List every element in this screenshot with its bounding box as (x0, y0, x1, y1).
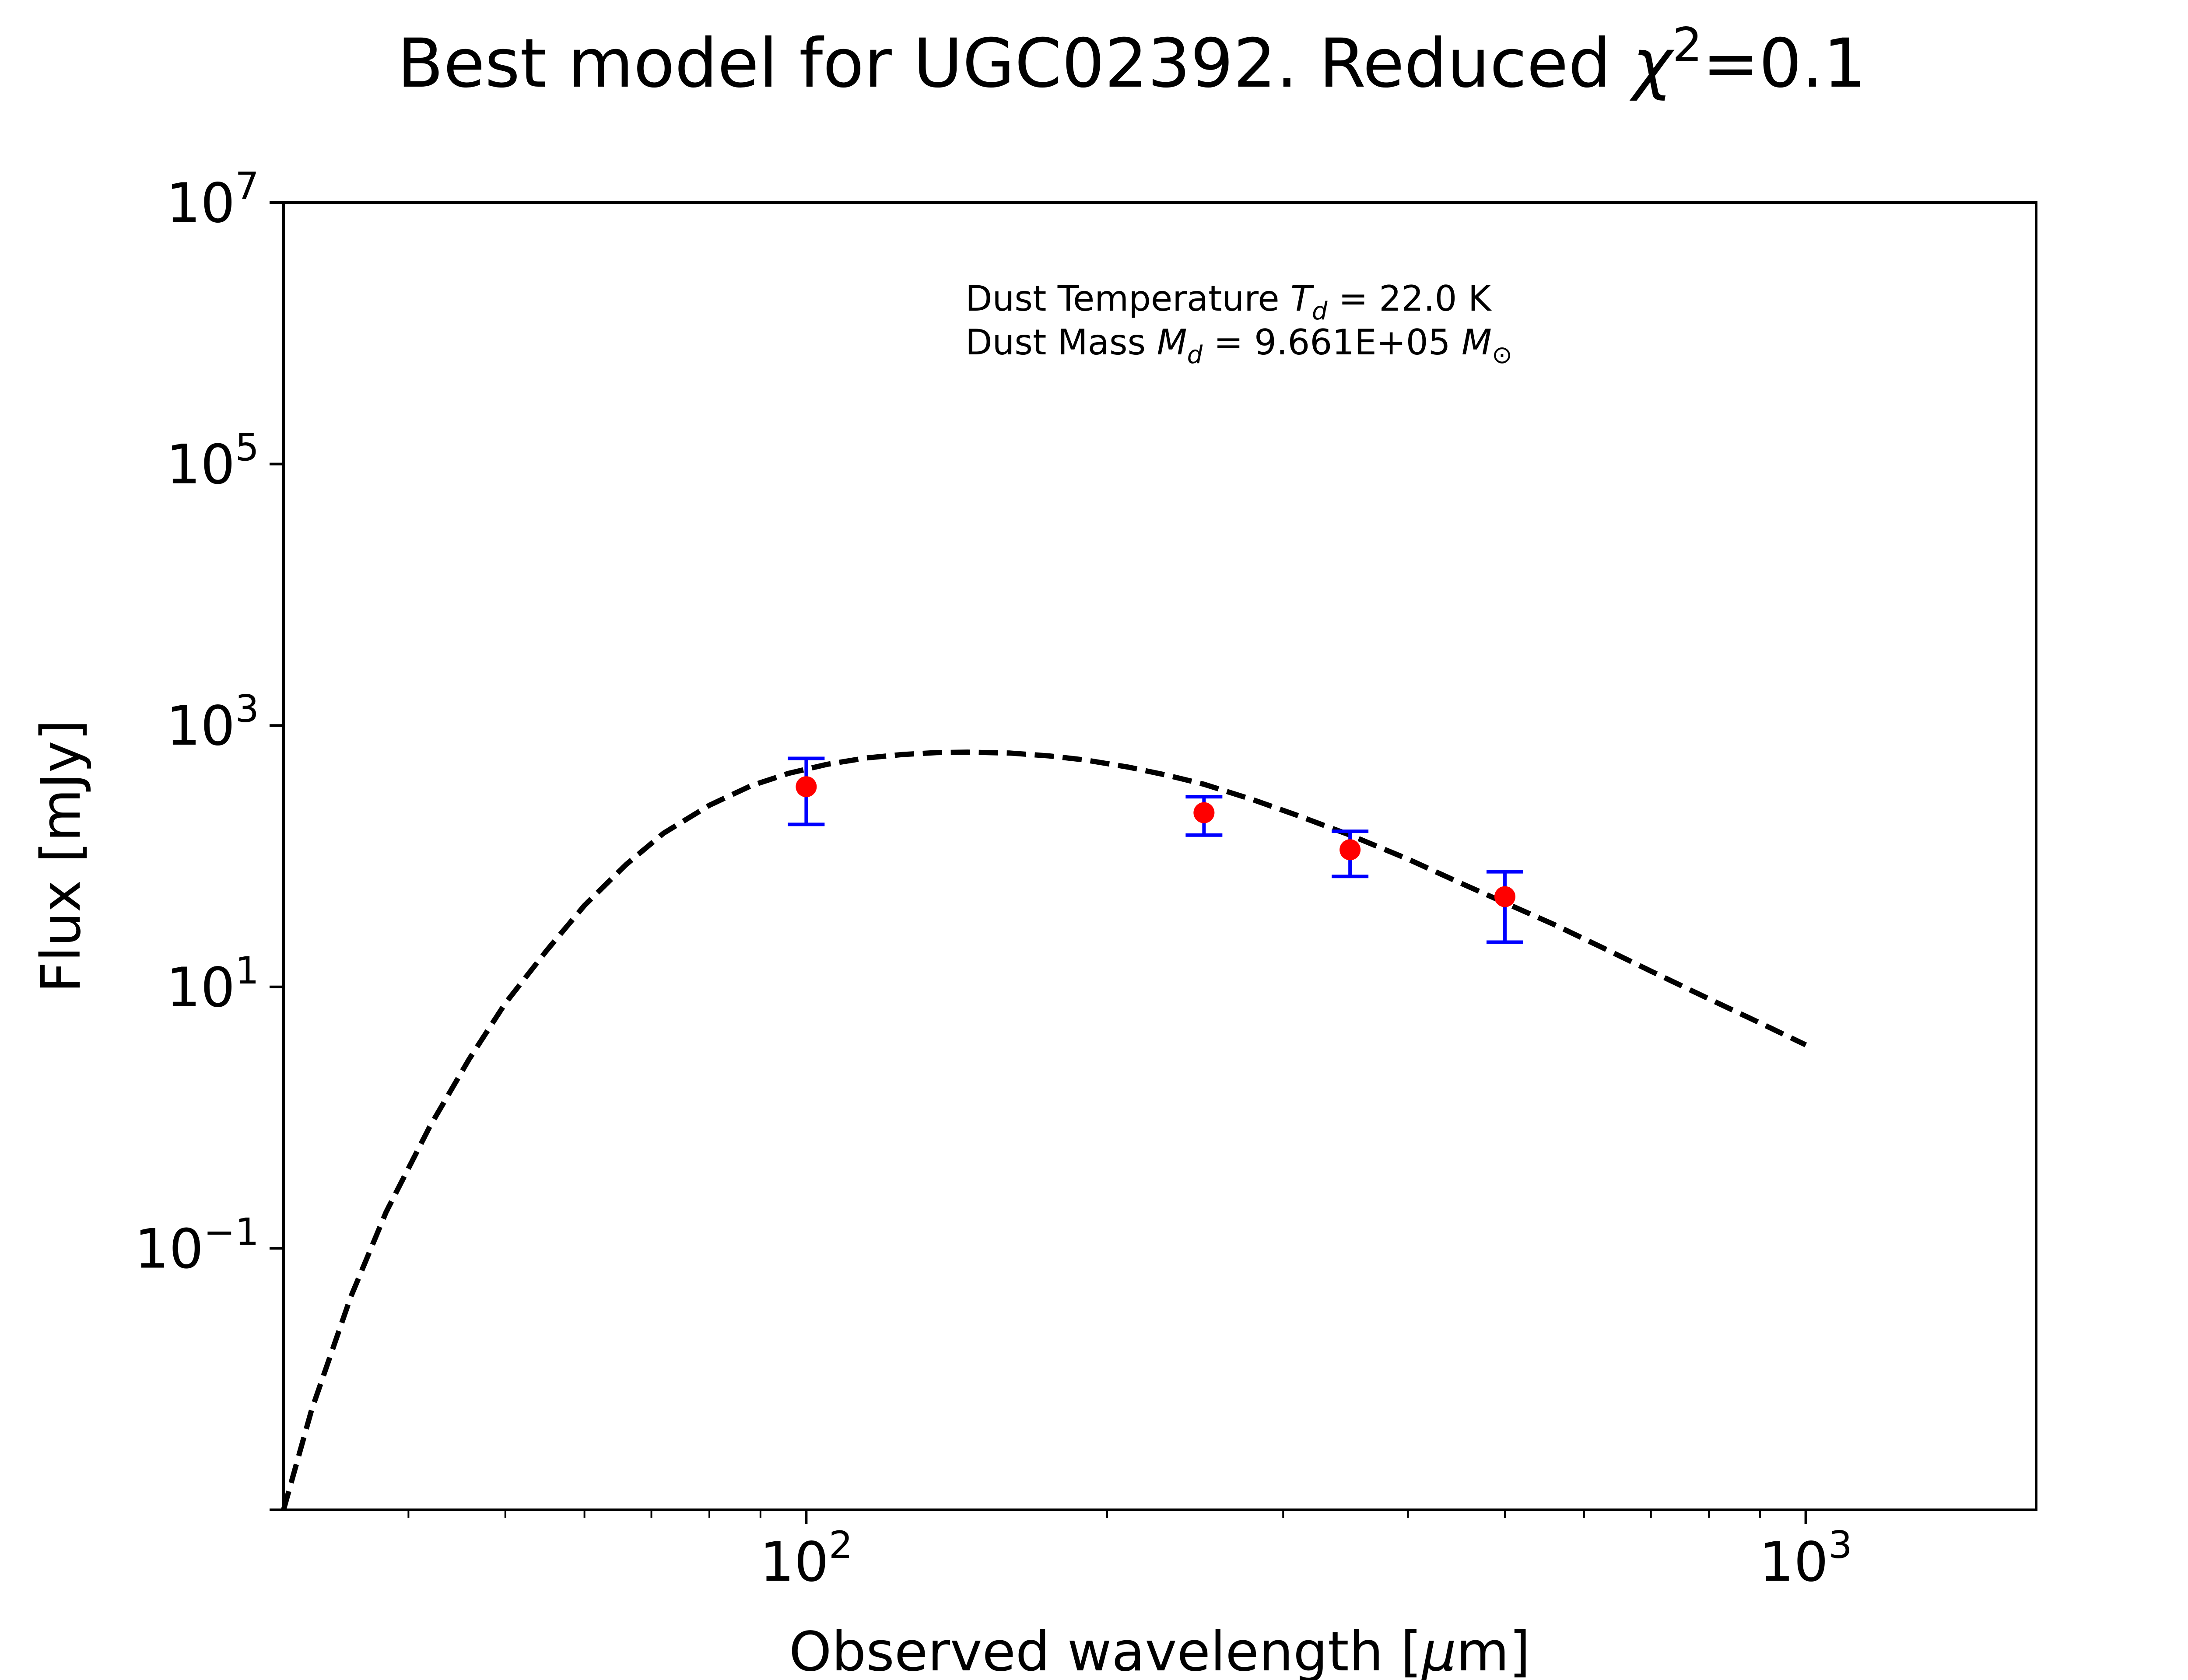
data-point-2 (1185, 795, 1223, 837)
x-tick-label: 103 (1759, 1523, 1852, 1594)
model-curve (281, 749, 1807, 1511)
data-marker (1339, 839, 1361, 861)
x-axis-label: Observed wavelength [μm] (789, 1620, 1530, 1680)
data-point-3 (1332, 830, 1369, 878)
y-tick-label: 101 (166, 949, 259, 1019)
y-tick-label: 105 (166, 426, 259, 497)
data-point-1 (788, 756, 825, 826)
x-tick-label: 102 (760, 1523, 853, 1594)
dust-mass-annotation: Dust Mass Md = 9.661E+05 M⊙ (965, 322, 1512, 369)
observed-points-layer (788, 756, 1523, 944)
dust-temperature-annotation: Dust Temperature Td = 22.0 K (965, 278, 1492, 326)
plot-area (282, 201, 2037, 1511)
y-tick-label: 10−1 (134, 1210, 259, 1281)
y-tick-label: 103 (166, 687, 259, 758)
data-marker (1494, 886, 1515, 907)
data-marker (1193, 802, 1215, 823)
data-marker (796, 776, 817, 798)
chart-title: Best model for UGC02392. Reduced χ2=0.1 (397, 18, 1866, 103)
model-curve-layer (281, 749, 1807, 1511)
data-point-4 (1486, 870, 1523, 944)
axis-ticks-layer: 102 103 10−1 101 103 105 107 (134, 164, 1852, 1594)
y-axis-label: Flux [mJy] (30, 720, 93, 993)
y-tick-label: 107 (166, 164, 259, 235)
